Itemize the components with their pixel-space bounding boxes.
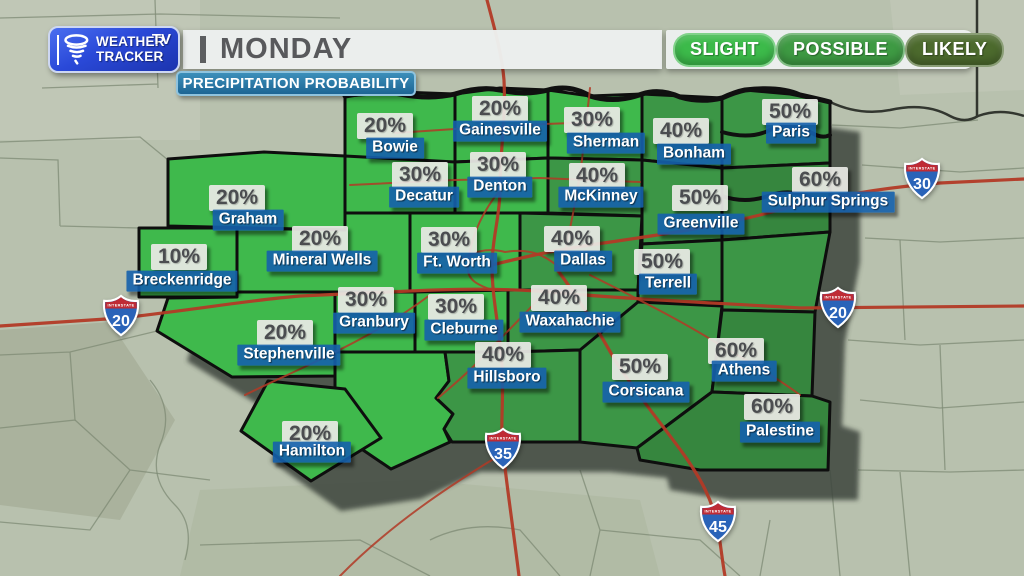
- interstate-shield: INTERSTATE 45: [697, 500, 739, 549]
- brand-logo: WEATHER TRACKER TV: [48, 26, 180, 73]
- svg-text:20: 20: [112, 312, 130, 330]
- subtitle-banner: PRECIPITATION PROBABILITY: [176, 71, 416, 96]
- svg-text:INTERSTATE: INTERSTATE: [908, 166, 935, 170]
- interstate-shield: INTERSTATE 20: [100, 294, 142, 343]
- svg-text:30: 30: [913, 175, 931, 193]
- precip-percent-label: 30%: [391, 161, 449, 189]
- city-label: Breckenridge: [126, 270, 238, 292]
- city-label: Gainesville: [453, 120, 547, 142]
- precip-percent-label: 10%: [150, 243, 208, 271]
- city-label: Decatur: [389, 186, 459, 208]
- precip-percent-label: 40%: [474, 341, 532, 369]
- precip-percent-label: 60%: [707, 337, 765, 365]
- city-label: Terrell: [638, 273, 698, 295]
- precip-percent-label: 20%: [291, 225, 349, 253]
- svg-text:45: 45: [709, 518, 727, 536]
- precip-percent-label: 20%: [471, 95, 529, 123]
- title-bar: MONDAY: [183, 30, 662, 69]
- brand-name: WEATHER TRACKER: [96, 33, 165, 64]
- shield-band: [105, 297, 137, 309]
- shield-band: [906, 160, 938, 172]
- precip-percent-label: 40%: [568, 162, 626, 190]
- shield-band: [487, 430, 519, 442]
- city-label: Hamilton: [272, 441, 352, 463]
- city-label: Sherman: [566, 132, 646, 154]
- svg-text:INTERSTATE: INTERSTATE: [824, 295, 851, 299]
- legend-pill-possible: POSSIBLE: [776, 32, 906, 67]
- legend-pill-slight: SLIGHT: [673, 32, 776, 67]
- interstate-shield: INTERSTATE 30: [901, 157, 943, 206]
- precip-percent-label: 20%: [356, 112, 414, 140]
- city-label: Dallas: [554, 250, 612, 272]
- precip-percent-label: 40%: [652, 117, 710, 145]
- city-label: Sulphur Springs: [761, 191, 895, 213]
- logo-accent-line: [57, 34, 59, 65]
- interstate-shield: INTERSTATE 35: [482, 427, 524, 476]
- title-divider: [200, 36, 206, 63]
- brand-line2: TRACKER: [96, 48, 164, 64]
- brand-tv-tag: TV: [151, 31, 171, 48]
- city-label: Greenville: [657, 213, 745, 235]
- city-label: Athens: [711, 360, 777, 382]
- legend-pill-likely: LIKELY: [905, 32, 1005, 67]
- svg-text:INTERSTATE: INTERSTATE: [704, 509, 731, 513]
- city-label: Paris: [766, 122, 816, 144]
- city-label: Stephenville: [237, 344, 341, 366]
- shield-band: [822, 289, 854, 301]
- city-label: Bowie: [366, 137, 424, 159]
- tornado-icon: [64, 33, 89, 65]
- shield-band: [702, 503, 734, 515]
- precip-percent-label: 60%: [743, 393, 801, 421]
- svg-text:35: 35: [494, 445, 512, 463]
- city-label: Ft. Worth: [417, 252, 497, 274]
- day-title: MONDAY: [220, 33, 353, 65]
- precip-percent-label: 20%: [208, 184, 266, 212]
- city-label: Corsicana: [602, 381, 690, 403]
- city-label: Hillsboro: [467, 367, 547, 389]
- city-label: Bonham: [657, 143, 731, 165]
- city-label: Cleburne: [424, 319, 504, 341]
- city-label: Waxahachie: [519, 311, 621, 333]
- precip-percent-label: 20%: [256, 319, 314, 347]
- interstate-shield: INTERSTATE 20: [817, 286, 859, 335]
- brand-line1: WEATHER: [96, 33, 165, 49]
- precip-percent-label: 30%: [563, 106, 621, 134]
- precip-percent-label: 30%: [420, 226, 478, 254]
- city-label: Graham: [212, 209, 284, 231]
- precip-percent-label: 50%: [611, 353, 669, 381]
- city-label: McKinney: [558, 186, 644, 208]
- city-label: Palestine: [739, 421, 821, 443]
- svg-text:INTERSTATE: INTERSTATE: [489, 436, 516, 440]
- city-label: Granbury: [333, 312, 415, 334]
- svg-text:INTERSTATE: INTERSTATE: [107, 303, 134, 307]
- city-label: Mineral Wells: [266, 250, 378, 272]
- city-label: Denton: [467, 176, 533, 198]
- legend-bar: SLIGHT POSSIBLE LIKELY: [666, 30, 1005, 69]
- precip-percent-label: 60%: [791, 166, 849, 194]
- precip-percent-label: 50%: [633, 248, 691, 276]
- svg-text:20: 20: [829, 304, 847, 322]
- precip-percent-label: 40%: [543, 225, 601, 253]
- precip-percent-label: 50%: [761, 98, 819, 126]
- precip-percent-label: 40%: [530, 284, 588, 312]
- precip-percent-label: 50%: [671, 184, 729, 212]
- precip-percent-label: 30%: [427, 293, 485, 321]
- precip-percent-label: 30%: [469, 151, 527, 179]
- precip-percent-label: 30%: [337, 286, 395, 314]
